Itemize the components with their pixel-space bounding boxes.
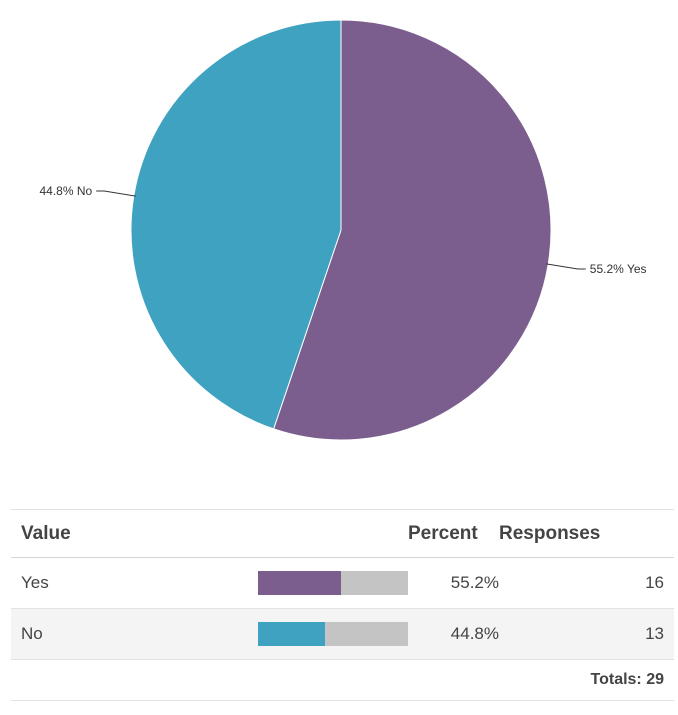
header-responses: Responses — [499, 509, 674, 558]
row-value: Yes — [11, 557, 258, 609]
percent-bar-fill — [258, 622, 326, 646]
percent-bar-fill — [258, 571, 341, 595]
slice-label-no: 44.8% No — [39, 184, 92, 198]
row-percent: 55.2% — [408, 557, 499, 609]
table-header-row: Value Percent Responses — [11, 509, 674, 558]
pie-chart-svg: 55.2% Yes 44.8% No — [39, 19, 647, 441]
results-table: Value Percent Responses Yes 55.2% 16 No — [11, 509, 674, 701]
percent-bar-track — [258, 571, 408, 595]
table-row: Yes 55.2% 16 — [11, 557, 674, 609]
slice-leader-line — [96, 190, 136, 197]
slice-label-yes: 55.2% Yes — [590, 262, 647, 276]
totals-row: Totals: 29 — [11, 659, 674, 701]
row-percent: 44.8% — [408, 608, 499, 660]
totals-label: Totals: 29 — [11, 659, 674, 701]
row-responses: 16 — [499, 557, 674, 609]
row-bar — [258, 608, 408, 660]
percent-bar-track — [258, 622, 408, 646]
slice-leader-line — [546, 263, 586, 270]
table-row: No 44.8% 13 — [11, 608, 674, 660]
row-bar — [258, 557, 408, 609]
row-value: No — [11, 608, 258, 660]
header-percent: Percent — [408, 509, 499, 558]
header-bar — [258, 509, 408, 558]
row-responses: 13 — [499, 608, 674, 660]
pie-chart: 55.2% Yes 44.8% No — [39, 19, 647, 441]
header-value: Value — [11, 509, 258, 558]
